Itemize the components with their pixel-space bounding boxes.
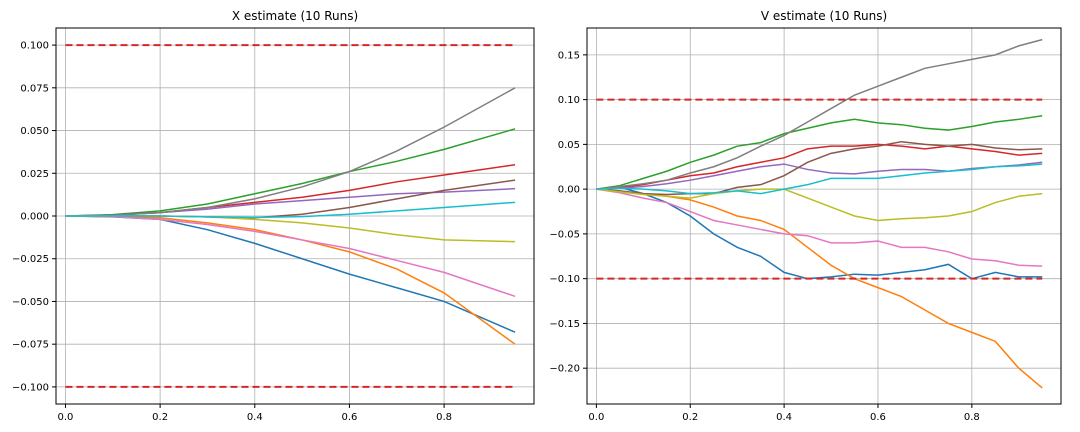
x-estimate-x-tick-label: 0.2 xyxy=(152,412,168,423)
v-estimate-y-tick-label: 0.00 xyxy=(558,185,580,196)
x-estimate-y-tick-label: 0.025 xyxy=(20,169,49,180)
x-estimate-title: X estimate (10 Runs) xyxy=(232,9,358,23)
x-estimate-series-run-10 xyxy=(65,201,516,219)
x-estimate-series-run-7 xyxy=(65,215,516,298)
v-estimate-x-tick-label: 0.4 xyxy=(776,412,792,423)
v-estimate-series-run-9 xyxy=(596,188,1043,222)
v-estimate-y-tick-label: −0.05 xyxy=(549,229,580,240)
v-estimate-series-run-6 xyxy=(596,140,1043,196)
x-estimate-panel: 0.0 0.2 0.4 0.6 0.8 0.100 0.075 0.050 0.025 0.000… xyxy=(12,9,535,423)
x-estimate-y-tick-label: −0.100 xyxy=(12,382,49,393)
v-estimate-y-tick-label: −0.20 xyxy=(549,364,580,375)
v-estimate-y-tick-label: 0.15 xyxy=(558,50,580,61)
v-estimate-x-tick-label: 0.0 xyxy=(588,412,604,423)
v-estimate-x-tick-label: 0.2 xyxy=(682,412,698,423)
v-estimate-y-tick-label: −0.10 xyxy=(549,274,580,285)
x-estimate-x-tick-label: 0.0 xyxy=(58,412,74,423)
v-estimate-y-tick-label: 0.05 xyxy=(558,140,580,151)
x-estimate-y-tick-label: −0.025 xyxy=(12,254,49,265)
v-estimate-series-run-8 xyxy=(596,38,1043,190)
x-estimate-y-tick-label: −0.050 xyxy=(12,297,49,308)
x-estimate-y-tick-label: 0.050 xyxy=(20,126,49,137)
v-estimate-axes-frame xyxy=(586,27,1062,405)
v-estimate-x-tick-label: 0.6 xyxy=(870,412,886,423)
v-estimate-y-tick-label: 0.10 xyxy=(558,95,580,106)
x-estimate-y-tick-label: 0.100 xyxy=(20,41,49,52)
v-estimate-y-tick-label: −0.15 xyxy=(549,319,580,330)
v-estimate-series-run-3 xyxy=(596,114,1043,190)
v-estimate-series-run-7 xyxy=(596,188,1043,267)
v-estimate-x-tick-label: 0.8 xyxy=(964,412,980,423)
v-estimate-series-run-10 xyxy=(596,163,1043,195)
x-estimate-y-tick-label: 0.000 xyxy=(20,212,49,223)
x-estimate-series-run-2 xyxy=(65,215,516,345)
x-estimate-y-tick-label: −0.075 xyxy=(12,340,49,351)
x-estimate-x-tick-label: 0.8 xyxy=(436,412,452,423)
v-estimate-panel: 0.0 0.2 0.4 0.6 0.8 0.15 0.10 0.05 0.00 −0.05 −0.1… xyxy=(549,9,1062,423)
v-estimate-title: V estimate (10 Runs) xyxy=(761,9,887,23)
x-estimate-x-tick-label: 0.4 xyxy=(247,412,263,423)
x-estimate-series-run-3 xyxy=(65,128,516,217)
x-estimate-y-tick-label: 0.075 xyxy=(20,83,49,94)
x-estimate-x-tick-label: 0.6 xyxy=(341,412,357,423)
x-estimate-series-run-8 xyxy=(65,87,516,217)
